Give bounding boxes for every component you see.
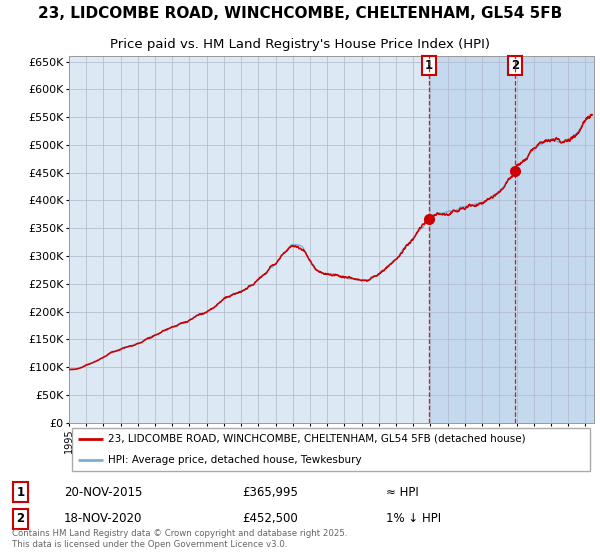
Text: 23, LIDCOMBE ROAD, WINCHCOMBE, CHELTENHAM, GL54 5FB (detached house): 23, LIDCOMBE ROAD, WINCHCOMBE, CHELTENHA…	[109, 434, 526, 444]
Text: 1: 1	[425, 59, 433, 72]
Text: ≈ HPI: ≈ HPI	[386, 486, 419, 498]
FancyBboxPatch shape	[71, 427, 590, 472]
Text: £365,995: £365,995	[242, 486, 298, 498]
Text: HPI: Average price, detached house, Tewkesbury: HPI: Average price, detached house, Tewk…	[109, 455, 362, 465]
Text: 20-NOV-2015: 20-NOV-2015	[64, 486, 142, 498]
Text: 18-NOV-2020: 18-NOV-2020	[64, 512, 142, 525]
Text: Price paid vs. HM Land Registry's House Price Index (HPI): Price paid vs. HM Land Registry's House …	[110, 38, 490, 50]
Text: 2: 2	[511, 59, 519, 72]
Text: Contains HM Land Registry data © Crown copyright and database right 2025.
This d: Contains HM Land Registry data © Crown c…	[12, 529, 347, 549]
Text: 1% ↓ HPI: 1% ↓ HPI	[386, 512, 442, 525]
Bar	[428, 56, 594, 423]
Text: £452,500: £452,500	[242, 512, 298, 525]
Text: 23, LIDCOMBE ROAD, WINCHCOMBE, CHELTENHAM, GL54 5FB: 23, LIDCOMBE ROAD, WINCHCOMBE, CHELTENHA…	[38, 6, 562, 21]
Text: 2: 2	[17, 512, 25, 525]
Text: 1: 1	[17, 486, 25, 498]
